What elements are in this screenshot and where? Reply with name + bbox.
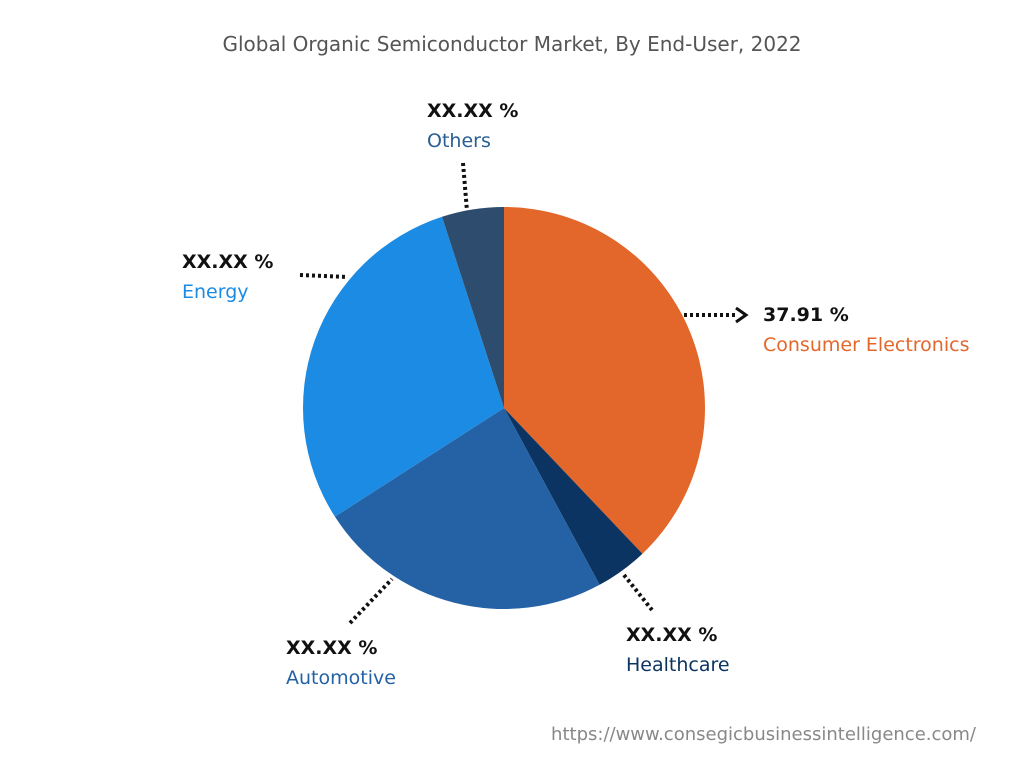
label-healthcare: XX.XX % Healthcare [626, 620, 730, 680]
leader-energy [299, 273, 349, 279]
source-url-link[interactable]: https://www.consegicbusinessintelligence… [551, 724, 976, 745]
slice-label: Energy [182, 281, 249, 303]
slice-label: Healthcare [626, 654, 730, 676]
slice-value: XX.XX % [286, 637, 378, 659]
arrow-head-icon [735, 306, 749, 324]
pie-slice-healthcare [504, 408, 643, 585]
slice-value: XX.XX % [427, 100, 519, 122]
leader-healthcare [622, 573, 654, 612]
leader-others [461, 162, 469, 212]
label-others: XX.XX % Others [427, 96, 518, 156]
pie-slice-automotive [334, 408, 600, 609]
slice-value: 37.91 % [763, 304, 849, 326]
slice-label: Automotive [286, 667, 396, 689]
label-consumer-electronics: 37.91 % Consumer Electronics [763, 300, 969, 360]
slice-value: XX.XX % [182, 251, 274, 273]
pie-slice-energy [303, 216, 504, 517]
chart-title: Global Organic Semiconductor Market, By … [222, 32, 802, 56]
slice-label: Consumer Electronics [763, 334, 970, 356]
slice-label: Others [427, 130, 491, 152]
pie-slice-consumer-electronics [504, 207, 705, 554]
pie-slice-others [442, 207, 504, 408]
label-automotive: XX.XX % Automotive [286, 633, 396, 693]
label-energy: XX.XX % Energy [182, 247, 273, 307]
leader-automotive [348, 577, 394, 625]
slice-value: XX.XX % [626, 624, 718, 646]
